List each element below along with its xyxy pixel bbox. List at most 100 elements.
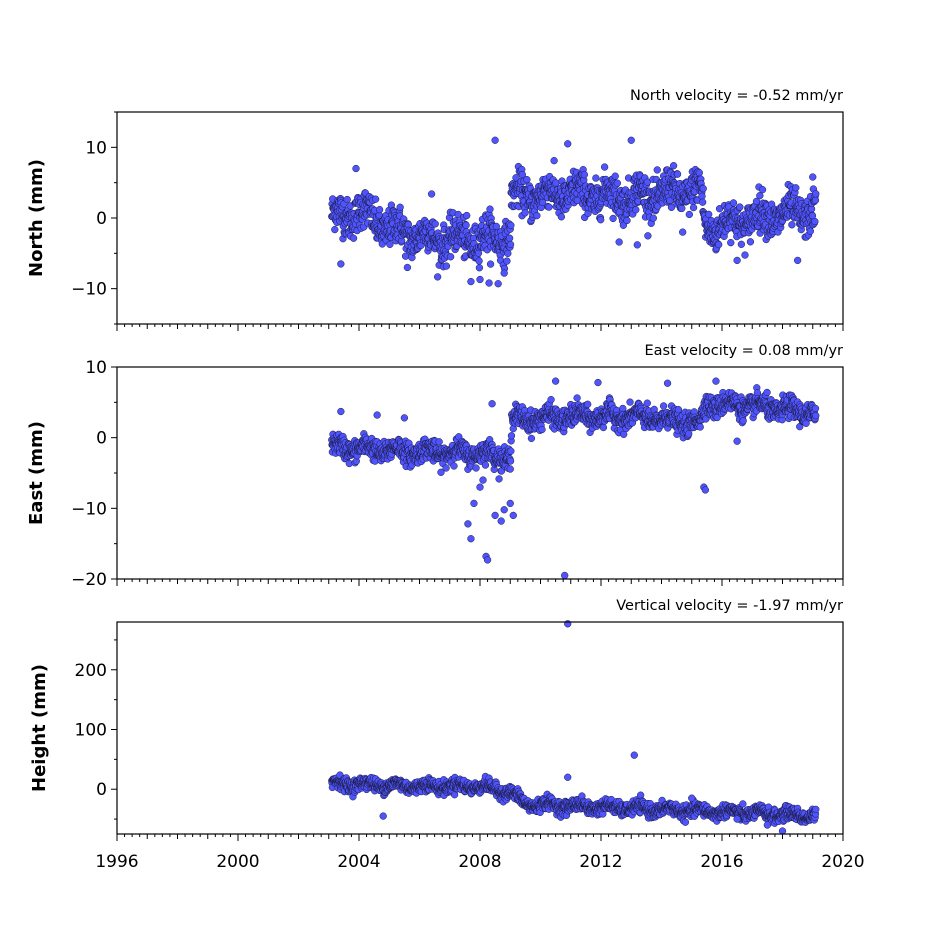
east-outlier-point xyxy=(733,437,741,445)
north-data-point xyxy=(669,162,678,170)
north-ytick-label: −10 xyxy=(71,280,107,300)
north-data-point xyxy=(506,240,515,249)
north-outlier-point xyxy=(615,238,623,246)
east-ytick-label: −10 xyxy=(71,499,107,519)
east-outlier-point xyxy=(712,377,720,385)
north-data-point xyxy=(806,227,814,235)
east-data-point xyxy=(573,394,581,402)
east-outlier-point xyxy=(509,511,517,520)
east-outlier-point xyxy=(506,499,514,508)
xtick-label: 2004 xyxy=(337,852,380,872)
north-data-point xyxy=(729,199,738,207)
east-data-point xyxy=(659,402,668,410)
north-data-point xyxy=(580,171,589,179)
north-outlier-point xyxy=(467,277,475,286)
east-outlier-point xyxy=(561,571,569,580)
east-data-point xyxy=(506,457,515,465)
north-data-point xyxy=(463,211,471,220)
north-data-point xyxy=(689,203,698,212)
east-ytick-label: 0 xyxy=(96,429,107,449)
north-data-point xyxy=(512,174,520,182)
north-data-point xyxy=(552,179,560,187)
north-data-point xyxy=(349,234,358,242)
east-data-point xyxy=(811,404,820,413)
height-data-point xyxy=(739,800,747,808)
north-data-point xyxy=(442,262,451,270)
east-data-point xyxy=(495,475,503,483)
east-outlier-point xyxy=(467,535,475,543)
north-data-point xyxy=(632,206,640,214)
east-data-point xyxy=(626,398,634,406)
east-outlier-point xyxy=(551,377,560,385)
north-data-point xyxy=(811,196,820,204)
east-data-point xyxy=(696,423,704,431)
north-data-point xyxy=(545,203,553,211)
north-outlier-point xyxy=(485,279,493,287)
north-data-point xyxy=(699,184,707,193)
east-data-point xyxy=(599,423,608,432)
north-panel: North velocity = -0.52 mm/yr North (mm) … xyxy=(26,88,844,331)
north-data-point xyxy=(592,174,600,182)
north-data-point xyxy=(447,253,455,261)
east-data-point xyxy=(643,399,651,407)
north-data-point xyxy=(649,214,657,222)
east-data-point xyxy=(507,432,516,440)
north-points xyxy=(328,136,820,288)
north-outlier-point xyxy=(809,173,817,181)
north-data-point xyxy=(538,198,547,207)
north-data-point xyxy=(695,169,703,177)
north-outlier-point xyxy=(491,136,499,144)
north-data-point xyxy=(611,172,619,180)
north-data-point xyxy=(431,220,439,228)
xtick-label: 1996 xyxy=(95,852,138,872)
north-data-point xyxy=(503,257,511,265)
east-data-point xyxy=(481,461,490,469)
north-data-point xyxy=(343,195,351,204)
north-data-point xyxy=(812,190,820,198)
east-outlier-point xyxy=(373,411,381,419)
east-data-point xyxy=(584,400,592,408)
north-data-point xyxy=(698,198,707,206)
north-data-point xyxy=(741,251,749,259)
north-outlier-point xyxy=(627,136,635,144)
north-data-point xyxy=(715,240,723,249)
east-outlier-point xyxy=(400,414,409,422)
east-outlier-point xyxy=(337,407,345,416)
vertical-velocity-title: Vertical velocity = -1.97 mm/yr xyxy=(616,598,843,614)
north-data-point xyxy=(386,240,394,249)
north-data-point xyxy=(492,222,500,231)
north-data-point xyxy=(486,205,494,213)
north-data-point xyxy=(788,221,796,229)
height-data-point xyxy=(681,818,690,826)
east-data-point xyxy=(619,404,627,413)
north-data-point xyxy=(673,170,682,178)
east-outlier-point xyxy=(476,483,484,491)
north-data-point xyxy=(474,249,483,257)
height-ytick-label: 0 xyxy=(96,780,107,800)
north-outlier-point xyxy=(633,241,641,249)
xtick-label: 2020 xyxy=(821,852,864,872)
north-data-point xyxy=(609,214,617,223)
east-data-point xyxy=(435,438,443,446)
east-data-point xyxy=(450,462,458,470)
north-outlier-point xyxy=(352,164,360,173)
north-outlier-point xyxy=(564,140,572,148)
height-ytick-label: 200 xyxy=(75,661,107,681)
north-outlier-point xyxy=(403,263,412,272)
east-outlier-point xyxy=(479,476,487,484)
east-data-point xyxy=(763,388,771,397)
east-ylabel: East (mm) xyxy=(26,421,47,525)
north-data-point xyxy=(523,175,531,184)
east-data-point xyxy=(506,465,514,473)
xtick-label: 2016 xyxy=(700,852,743,872)
east-data-point xyxy=(442,464,450,472)
east-velocity-title: East velocity = 0.08 mm/yr xyxy=(644,343,843,359)
north-data-point xyxy=(678,204,686,213)
east-outlier-point xyxy=(491,511,499,520)
north-data-point xyxy=(331,225,339,234)
east-outlier-point xyxy=(464,520,472,528)
east-data-point xyxy=(527,434,536,443)
north-outlier-point xyxy=(733,256,741,265)
north-velocity-title: North velocity = -0.52 mm/yr xyxy=(630,88,843,104)
north-outlier-point xyxy=(679,228,687,236)
